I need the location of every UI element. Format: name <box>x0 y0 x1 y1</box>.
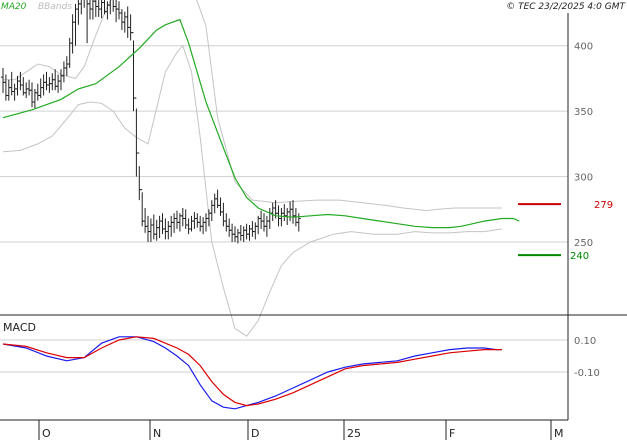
x-tick-label: N <box>153 427 161 440</box>
price-bar <box>83 0 85 8</box>
x-tick-label: O <box>42 427 51 440</box>
price-tick-label: 400 <box>574 42 593 53</box>
price-levels: 279 240 <box>518 200 613 262</box>
bband-lower <box>2 44 502 337</box>
moving-average <box>2 18 520 229</box>
macd-tick-label: -0.10 <box>574 368 600 379</box>
legend-bbands: BBands <box>38 2 72 12</box>
price-tick-label: 300 <box>574 173 593 184</box>
bollinger-bands <box>2 0 502 337</box>
macd-tick-label: 0.10 <box>574 336 596 347</box>
ma20-line <box>2 18 520 229</box>
price-gridlines: 250 300 350 400 <box>0 42 593 249</box>
price-bar <box>108 0 111 15</box>
x-tick-label: 25 <box>347 427 361 440</box>
macd-series-line <box>2 336 502 407</box>
price-tick-label: 350 <box>574 107 593 118</box>
x-axis: O N D 25 F M <box>38 420 564 440</box>
x-tick-label: F <box>449 427 455 440</box>
macd-title: MACD <box>3 321 36 334</box>
price-bar <box>79 0 82 15</box>
bband-upper <box>3 0 502 212</box>
macd-gridlines: 0.10 -0.10 <box>0 336 600 379</box>
level-label: 279 <box>594 200 613 211</box>
level-label: 240 <box>570 251 589 262</box>
macd-lines <box>2 336 502 410</box>
legend-ma20: MA20 <box>1 2 27 12</box>
price-tick-label: 250 <box>574 238 593 249</box>
panel-frame <box>0 13 627 421</box>
legend: MA20 BBands <box>1 2 72 12</box>
copyright-notice: © TEC 23/2/2025 4:0 GMT <box>506 2 626 12</box>
x-tick-label: D <box>251 427 259 440</box>
x-tick-label: M <box>554 427 564 440</box>
price-bars <box>1 0 301 244</box>
